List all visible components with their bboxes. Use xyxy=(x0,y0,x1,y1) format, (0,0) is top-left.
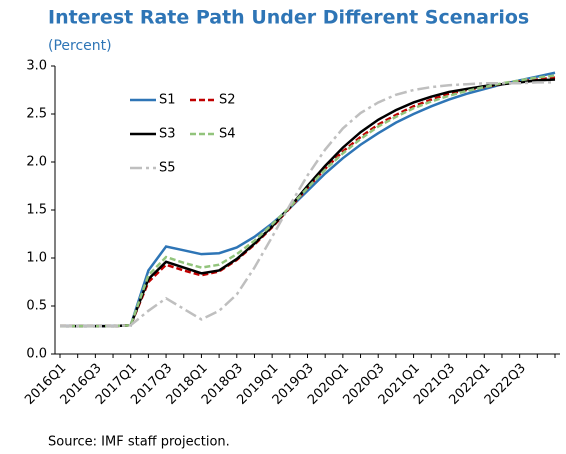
legend-label: S2 xyxy=(219,93,236,108)
source-note: Source: IMF staff projection. xyxy=(48,435,230,450)
y-tick-label: 2.0 xyxy=(26,155,47,170)
chart-subtitle: (Percent) xyxy=(48,38,112,54)
y-tick-label: 0.5 xyxy=(26,299,47,314)
chart-title: Interest Rate Path Under Different Scena… xyxy=(48,7,529,29)
legend-label: S5 xyxy=(159,161,176,176)
y-tick-label: 1.5 xyxy=(26,203,47,218)
y-tick-label: 3.0 xyxy=(26,59,47,74)
legend-label: S4 xyxy=(219,127,236,142)
series-line xyxy=(60,78,556,328)
series-line xyxy=(60,71,556,328)
y-tick-label: 1.0 xyxy=(26,251,47,266)
series-line xyxy=(60,74,556,328)
series-line xyxy=(60,76,556,328)
y-tick-label: 0.0 xyxy=(26,347,47,362)
legend-label: S3 xyxy=(159,127,176,142)
legend-label: S1 xyxy=(159,93,176,108)
y-tick-label: 2.5 xyxy=(26,107,47,122)
series-line xyxy=(60,81,555,328)
